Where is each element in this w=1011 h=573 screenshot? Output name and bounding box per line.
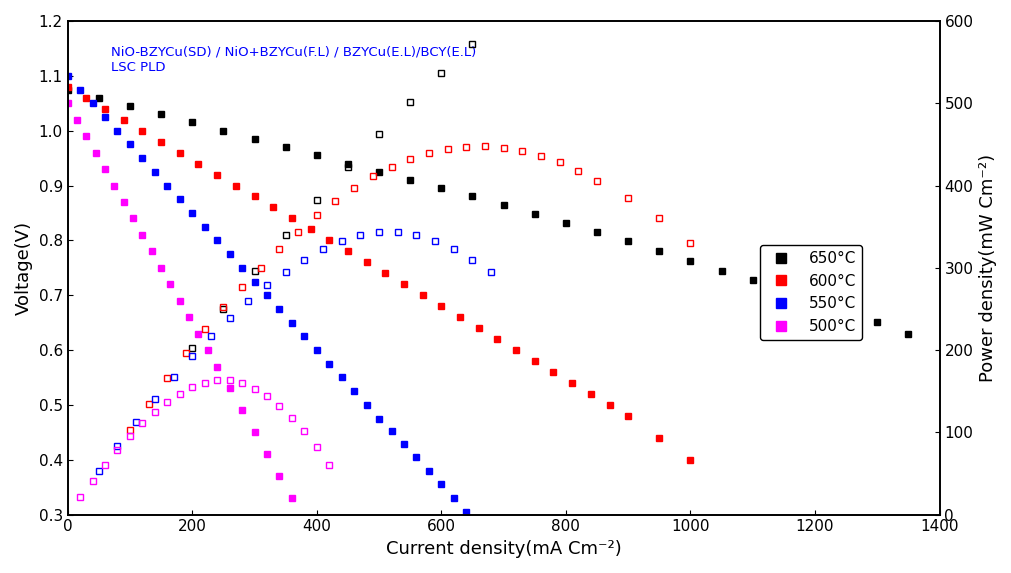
- Legend: 650°C, 600°C, 550°C, 500°C: 650°C, 600°C, 550°C, 500°C: [759, 245, 861, 340]
- X-axis label: Current density(mA Cm⁻²): Current density(mA Cm⁻²): [385, 540, 621, 558]
- Y-axis label: Power density(mW Cm⁻²): Power density(mW Cm⁻²): [978, 154, 996, 382]
- Text: NiO-BZYCu(SD) / NiO+BZYCu(F.L) / BZYCu(E.L)/BCY(E.L)
LSC PLD: NiO-BZYCu(SD) / NiO+BZYCu(F.L) / BZYCu(E…: [111, 46, 476, 74]
- Y-axis label: Voltage(V): Voltage(V): [15, 221, 33, 315]
